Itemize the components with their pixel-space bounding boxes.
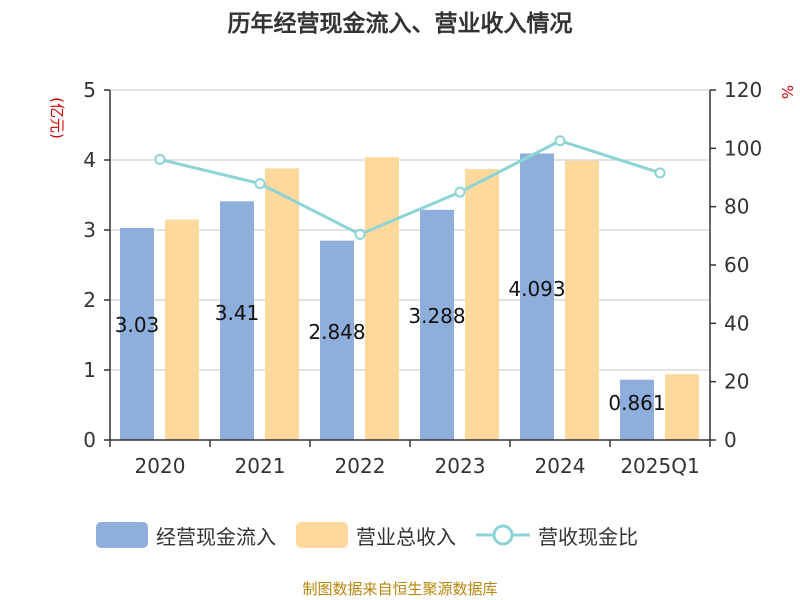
data-label: 3.03 <box>115 313 160 337</box>
legend-label: 营收现金比 <box>538 524 638 549</box>
bar-revenue <box>165 219 199 440</box>
ratio-point <box>254 178 266 190</box>
legend-item-cash-inflow[interactable]: 经营现金流入 <box>96 521 276 550</box>
legend-label: 营业总收入 <box>356 524 456 549</box>
x-tick-label: 2020 <box>135 454 186 478</box>
bar-cash-inflow <box>120 227 154 440</box>
bar-revenue <box>465 169 499 440</box>
line-series <box>154 135 666 240</box>
data-label: 3.41 <box>215 301 260 325</box>
ratio-point <box>454 186 466 198</box>
y-right-tick-label: 120 <box>724 78 762 102</box>
y-left-tick-label: 2 <box>83 288 96 312</box>
y-right-tick-label: 100 <box>724 136 762 160</box>
y-left-tick-label: 5 <box>83 78 96 102</box>
y-left-tick-label: 3 <box>83 218 96 242</box>
ratio-point <box>654 167 666 179</box>
ratio-line <box>159 139 661 237</box>
axes: 0 1 2 3 4 5 0 20 40 60 80 100 120 2020 2021 2022 2023 202… <box>48 78 796 478</box>
y-right-tick-label: 40 <box>724 311 749 335</box>
legend-swatch <box>96 522 148 548</box>
ratio-point <box>554 135 566 147</box>
ratio-point <box>354 228 366 240</box>
y-left-tick-label: 1 <box>83 358 96 382</box>
y-right-tick-label: 80 <box>724 195 749 219</box>
grid-lines <box>110 89 710 371</box>
chart-title: 历年经营现金流入、营业收入情况 <box>227 11 573 37</box>
data-label: 3.288 <box>408 304 465 328</box>
bar-cash-inflow <box>620 379 654 440</box>
y-left-axis-label: (亿元) <box>48 97 66 139</box>
bar-revenue <box>665 374 699 440</box>
legend: 经营现金流入 营业总收入 营收现金比 <box>96 515 658 555</box>
ratio-point <box>154 153 166 165</box>
bar-revenue <box>565 160 599 440</box>
x-tick-label: 2021 <box>235 454 286 478</box>
legend-label: 经营现金流入 <box>156 524 276 549</box>
legend-swatch <box>296 522 348 548</box>
x-tick-label: 2024 <box>535 454 586 478</box>
y-left-tick-label: 4 <box>83 148 96 172</box>
source-note: 制图数据来自恒生聚源数据库 <box>302 580 498 598</box>
bar-cash-inflow <box>320 240 354 440</box>
chart-area: 3.03 3.41 2.848 3.288 4.093 0.861 0 1 2 3 4 5 0 20 40… <box>48 78 796 478</box>
legend-line-swatch <box>476 524 530 546</box>
data-label: 0.861 <box>608 391 665 415</box>
x-tick-label: 2022 <box>335 454 386 478</box>
legend-item-revenue[interactable]: 营业总收入 <box>296 521 456 550</box>
data-label: 4.093 <box>508 277 565 301</box>
y-right-tick-label: 0 <box>724 428 737 452</box>
y-right-tick-label: 20 <box>724 370 749 394</box>
x-tick-label: 2025Q1 <box>620 454 699 478</box>
x-tick-label: 2023 <box>435 454 486 478</box>
bar-group <box>120 153 699 441</box>
bar-cash-inflow <box>520 153 554 441</box>
y-right-tick-label: 60 <box>724 253 749 277</box>
data-label: 2.848 <box>308 320 365 344</box>
data-labels: 3.03 3.41 2.848 3.288 4.093 0.861 <box>115 277 666 415</box>
y-left-tick-label: 0 <box>83 428 96 452</box>
bar-revenue <box>365 157 399 440</box>
bar-revenue <box>265 168 299 440</box>
bar-cash-inflow <box>220 201 254 440</box>
y-right-axis-label: % <box>778 85 796 99</box>
bar-cash-inflow <box>420 209 454 440</box>
legend-item-ratio[interactable]: 营收现金比 <box>476 521 638 550</box>
